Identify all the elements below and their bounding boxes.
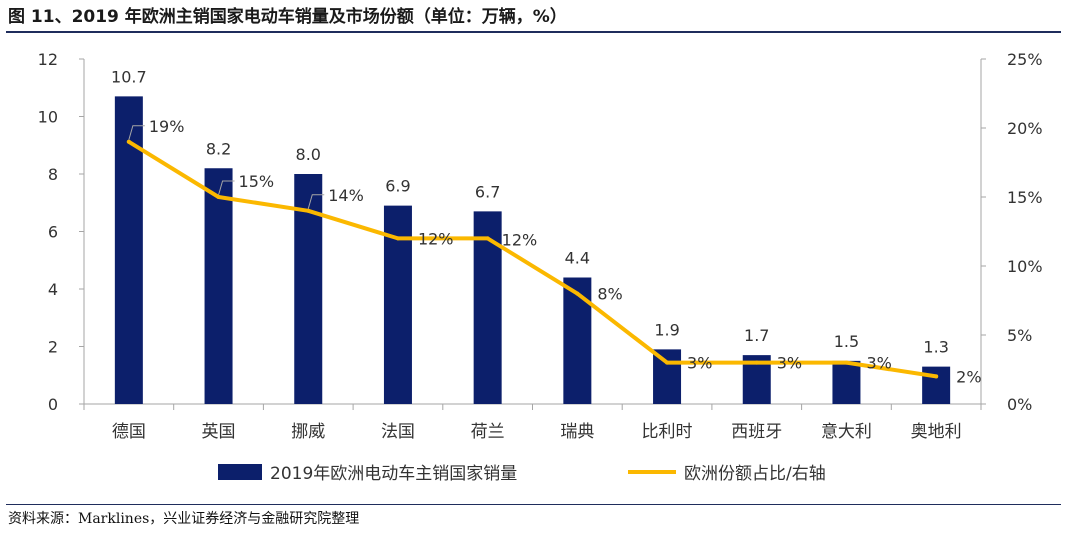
bar-value-label: 8.0: [296, 145, 321, 164]
source-note: 资料来源：Marklines，兴业证券经济与金融研究院整理: [8, 511, 360, 527]
left-tick-label: 0: [48, 395, 58, 414]
share-label: 15%: [239, 172, 275, 191]
share-label: 19%: [149, 117, 185, 136]
legend-bar-swatch: [218, 464, 262, 480]
x-tick-label: 瑞典: [560, 422, 594, 442]
left-tick-label: 12: [38, 50, 58, 69]
x-tick-label: 奥地利: [911, 422, 962, 442]
x-tick-label: 英国: [202, 422, 236, 442]
bar: [653, 349, 682, 404]
right-tick-label: 25%: [1007, 50, 1043, 69]
x-tick-label: 比利时: [642, 422, 693, 442]
bar-value-label: 1.5: [834, 332, 859, 351]
x-tick-label: 荷兰: [471, 422, 505, 442]
leader-line: [307, 194, 325, 209]
share-label: 12%: [418, 229, 454, 248]
source-rule: [6, 504, 1061, 505]
x-tick-label: 挪威: [291, 422, 325, 442]
share-label: 12%: [502, 230, 538, 249]
data-labels: 10.7 8.2 8.0 6.9 6.7 4.4 1.9 1.7 1.5 1.3 19% 15% 14%…: [111, 67, 982, 386]
x-tick-label: 意大利: [821, 422, 872, 442]
bar: [204, 168, 233, 404]
left-tick-label: 4: [48, 280, 58, 299]
right-tick-label: 5%: [1007, 326, 1032, 345]
x-tick-label: 法国: [381, 422, 415, 442]
axes: 0 2 4 6 8 10 12 0% 5% 10% 15% 20% 25% 德国 英国 挪威 法国 荷兰 瑞典 比利时…: [38, 50, 1043, 442]
bar-value-label: 1.3: [923, 338, 948, 357]
x-tick-label: 西班牙: [731, 422, 782, 442]
bar-value-label: 8.2: [206, 139, 231, 158]
bar: [563, 277, 592, 404]
bar-value-label: 6.9: [385, 177, 410, 196]
legend-bar-label: 2019年欧洲电动车主销国家销量: [270, 464, 517, 484]
left-tick-label: 8: [48, 165, 58, 184]
share-line: [126, 139, 939, 379]
share-point: [216, 195, 221, 199]
share-label: 3%: [777, 354, 802, 373]
bar-value-label: 6.7: [475, 182, 500, 201]
legend-line-label: 欧洲份额占比/右轴: [684, 464, 826, 484]
legend: 2019年欧洲电动车主销国家销量 欧洲份额占比/右轴: [218, 464, 826, 484]
leader-line: [128, 125, 145, 140]
title-rule: [6, 31, 1061, 33]
left-tick-label: 2: [48, 338, 58, 357]
bar-value-label: 1.9: [654, 320, 679, 339]
share-point: [126, 139, 131, 144]
share-point: [934, 374, 939, 379]
share-point: [306, 208, 311, 213]
share-point: [844, 360, 849, 365]
share-label: 8%: [597, 285, 622, 304]
left-tick-label: 10: [38, 108, 58, 127]
right-tick-label: 0%: [1007, 395, 1032, 414]
share-point: [575, 291, 580, 296]
bar-value-label: 1.7: [744, 326, 769, 345]
share-label: 2%: [956, 367, 981, 386]
right-tick-label: 15%: [1007, 188, 1043, 207]
share-point: [665, 360, 670, 365]
share-point: [485, 236, 490, 241]
right-tick-label: 10%: [1007, 257, 1043, 276]
leader-line: [218, 180, 235, 196]
bar-value-label: 10.7: [111, 67, 147, 86]
bar-series: [114, 96, 951, 404]
bar: [922, 366, 951, 404]
left-tick-label: 6: [48, 223, 58, 242]
x-tick-label: 德国: [112, 422, 146, 442]
figure-title: 图 11、2019 年欧洲主销国家电动车销量及市场份额（单位：万辆，%）: [8, 7, 567, 27]
share-point: [754, 360, 759, 365]
bar-value-label: 4.4: [565, 249, 590, 268]
right-tick-label: 20%: [1007, 119, 1043, 138]
bar: [832, 360, 861, 404]
line-series: [126, 139, 939, 379]
share-label: 3%: [687, 354, 712, 373]
share-label: 3%: [866, 354, 891, 373]
share-point: [395, 236, 400, 241]
share-label: 14%: [328, 186, 364, 205]
